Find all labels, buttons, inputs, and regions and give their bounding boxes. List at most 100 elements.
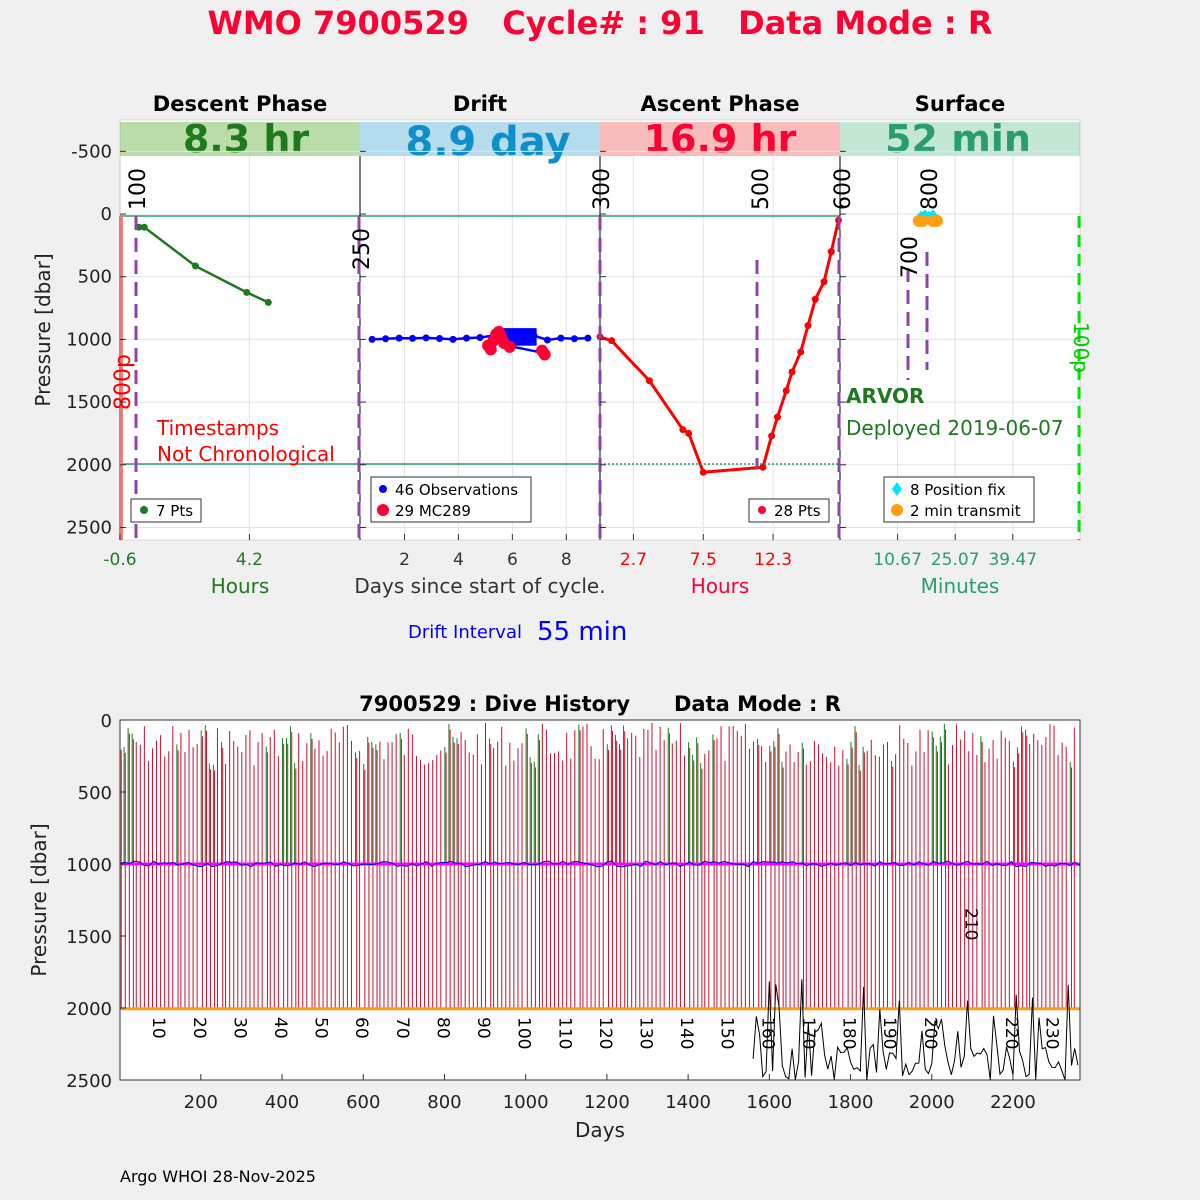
x-tick-label-ascent-0: 2.7 [620, 550, 647, 570]
legend-descent-label: 7 Pts [156, 502, 193, 520]
descent-start-bar [119, 216, 123, 540]
drift-mc289-point [498, 337, 511, 350]
legend-surface-fix-swatch [892, 482, 902, 496]
drift-interval-label: Drift Interval [408, 622, 522, 643]
ascent-point [608, 337, 616, 345]
drift-observation-point [368, 335, 376, 343]
x-tick-label-descent-1: 4.2 [236, 550, 263, 570]
y-tick-label-1: 0 [101, 204, 112, 225]
drift-observation-point [530, 332, 538, 340]
ascent-point [679, 426, 687, 434]
history-series [119, 722, 1080, 1081]
surface-transmit-point [926, 214, 943, 227]
timestamps-warning-line2: Not Chronological [157, 442, 335, 466]
drift-observation-point [557, 334, 565, 342]
history-x-tick-label-1: 400 [265, 1092, 299, 1113]
history-cycle-label-210: 210 [960, 908, 980, 940]
ascent-point [811, 295, 819, 303]
descent-point [243, 288, 251, 296]
marker-800-label: 800 [918, 168, 943, 210]
history-cycle-label-60: 60 [351, 1017, 371, 1039]
history-cycle-label-200: 200 [920, 1017, 940, 1049]
descent-point [140, 223, 148, 231]
history-cycle-label-190: 190 [879, 1017, 899, 1049]
history-x-tick-label-7: 1600 [746, 1092, 792, 1113]
history-y-tick-label-4: 2000 [66, 999, 112, 1020]
marker-600-label: 600 [831, 168, 856, 210]
history-cycle-label-130: 130 [636, 1017, 656, 1049]
legend-ascent-swatch [758, 506, 766, 514]
history-cycle-label-110: 110 [554, 1017, 574, 1049]
history-x-tick-label-4: 1000 [503, 1092, 549, 1113]
timestamps-warning-line1: Timestamps [156, 416, 279, 440]
history-cycle-label-220: 220 [1001, 1017, 1021, 1049]
x-tick-label-drift-1: 4 [453, 550, 464, 570]
drift-observation-point [584, 334, 592, 342]
legend-ascent: 28 Pts [748, 498, 830, 523]
marker-700-label: 700 [898, 236, 923, 278]
x-tick-label-surface-1: 25.07 [931, 550, 980, 570]
ascent-point [699, 468, 707, 476]
y-tick-label-0: -500 [71, 141, 112, 162]
descent-point [192, 262, 200, 270]
duration-ascent: 16.9 hr [644, 117, 797, 161]
legend-drift-mc-swatch [377, 504, 389, 516]
legend-ascent-label: 28 Pts [774, 502, 821, 520]
duration-banner-drift [360, 122, 600, 156]
history-y-tick-label-1: 500 [78, 783, 112, 804]
legend-surface-fix-label: 8 Position fix [910, 481, 1006, 499]
history-cycle-label-100: 100 [514, 1017, 534, 1049]
float-type: ARVOR [846, 384, 924, 408]
deployed-date: Deployed 2019-06-07 [846, 416, 1064, 440]
figure-title: WMO 7900529 Cycle# : 91 Data Mode : R [208, 4, 993, 42]
legend-surface-tx-swatch [891, 504, 903, 516]
drift-observation-point [516, 330, 524, 338]
marker-100-label: 100 [126, 168, 151, 210]
ascent-point [773, 413, 781, 421]
upper-axes-frame [119, 119, 1081, 541]
x-tick-label-drift-3: 8 [561, 550, 572, 570]
y-tick-label-4: 1500 [66, 392, 112, 413]
history-cycle-label-90: 90 [473, 1017, 493, 1039]
duration-descent: 8.3 hr [183, 117, 310, 161]
x-tick-label-surface-0: 10.67 [873, 550, 922, 570]
duration-banner-descent [120, 122, 360, 156]
drift-observation-point [395, 334, 403, 342]
history-cycle-label-160: 160 [757, 1017, 777, 1049]
drift-observation-point [436, 335, 444, 343]
history-x-axis-label: Days [575, 1118, 625, 1142]
marker-300-label: 300 [590, 168, 615, 210]
x-tick-label-descent-0: -0.6 [103, 550, 136, 570]
duration-banner-surface [840, 122, 1080, 156]
ascent-point [820, 278, 828, 286]
ascent-point [685, 429, 693, 437]
history-cycle-label-170: 170 [798, 1017, 818, 1049]
history-y-tick-label-5: 2500 [66, 1071, 112, 1092]
legend-surface-tx-label: 2 min transmit [910, 502, 1021, 520]
y-tick-label-5: 2000 [66, 455, 112, 476]
history-y-tick-label-0: 0 [101, 711, 112, 732]
history-x-tick-label-10: 2200 [990, 1092, 1036, 1113]
phase-title-drift: Drift [453, 92, 507, 116]
upper-series [135, 209, 943, 476]
ascent-point [645, 377, 653, 385]
legend-drift-obs-swatch [379, 485, 387, 493]
history-cycle-label-230: 230 [1042, 1017, 1062, 1049]
marker-100p-label: 100p [1069, 322, 1093, 373]
drift-observation-point [570, 335, 578, 343]
history-cycle-label-50: 50 [311, 1017, 331, 1039]
history-cycle-label-180: 180 [839, 1017, 859, 1049]
x-label-ascent: Hours [691, 574, 750, 598]
history-x-tick-label-0: 200 [184, 1092, 218, 1113]
marker-250-label: 250 [350, 228, 375, 270]
history-x-tick-label-6: 1400 [665, 1092, 711, 1113]
history-bottom-trace [752, 979, 1079, 1081]
history-x-tick-label-8: 1800 [828, 1092, 874, 1113]
x-tick-label-surface-2: 39.47 [988, 550, 1037, 570]
ascent-point [788, 368, 796, 376]
legend-descent: 7 Pts [130, 498, 202, 523]
history-cycle-label-150: 150 [717, 1017, 737, 1049]
history-title: 7900529 : Dive History Data Mode : R [359, 692, 841, 716]
ascent-point [804, 322, 812, 330]
